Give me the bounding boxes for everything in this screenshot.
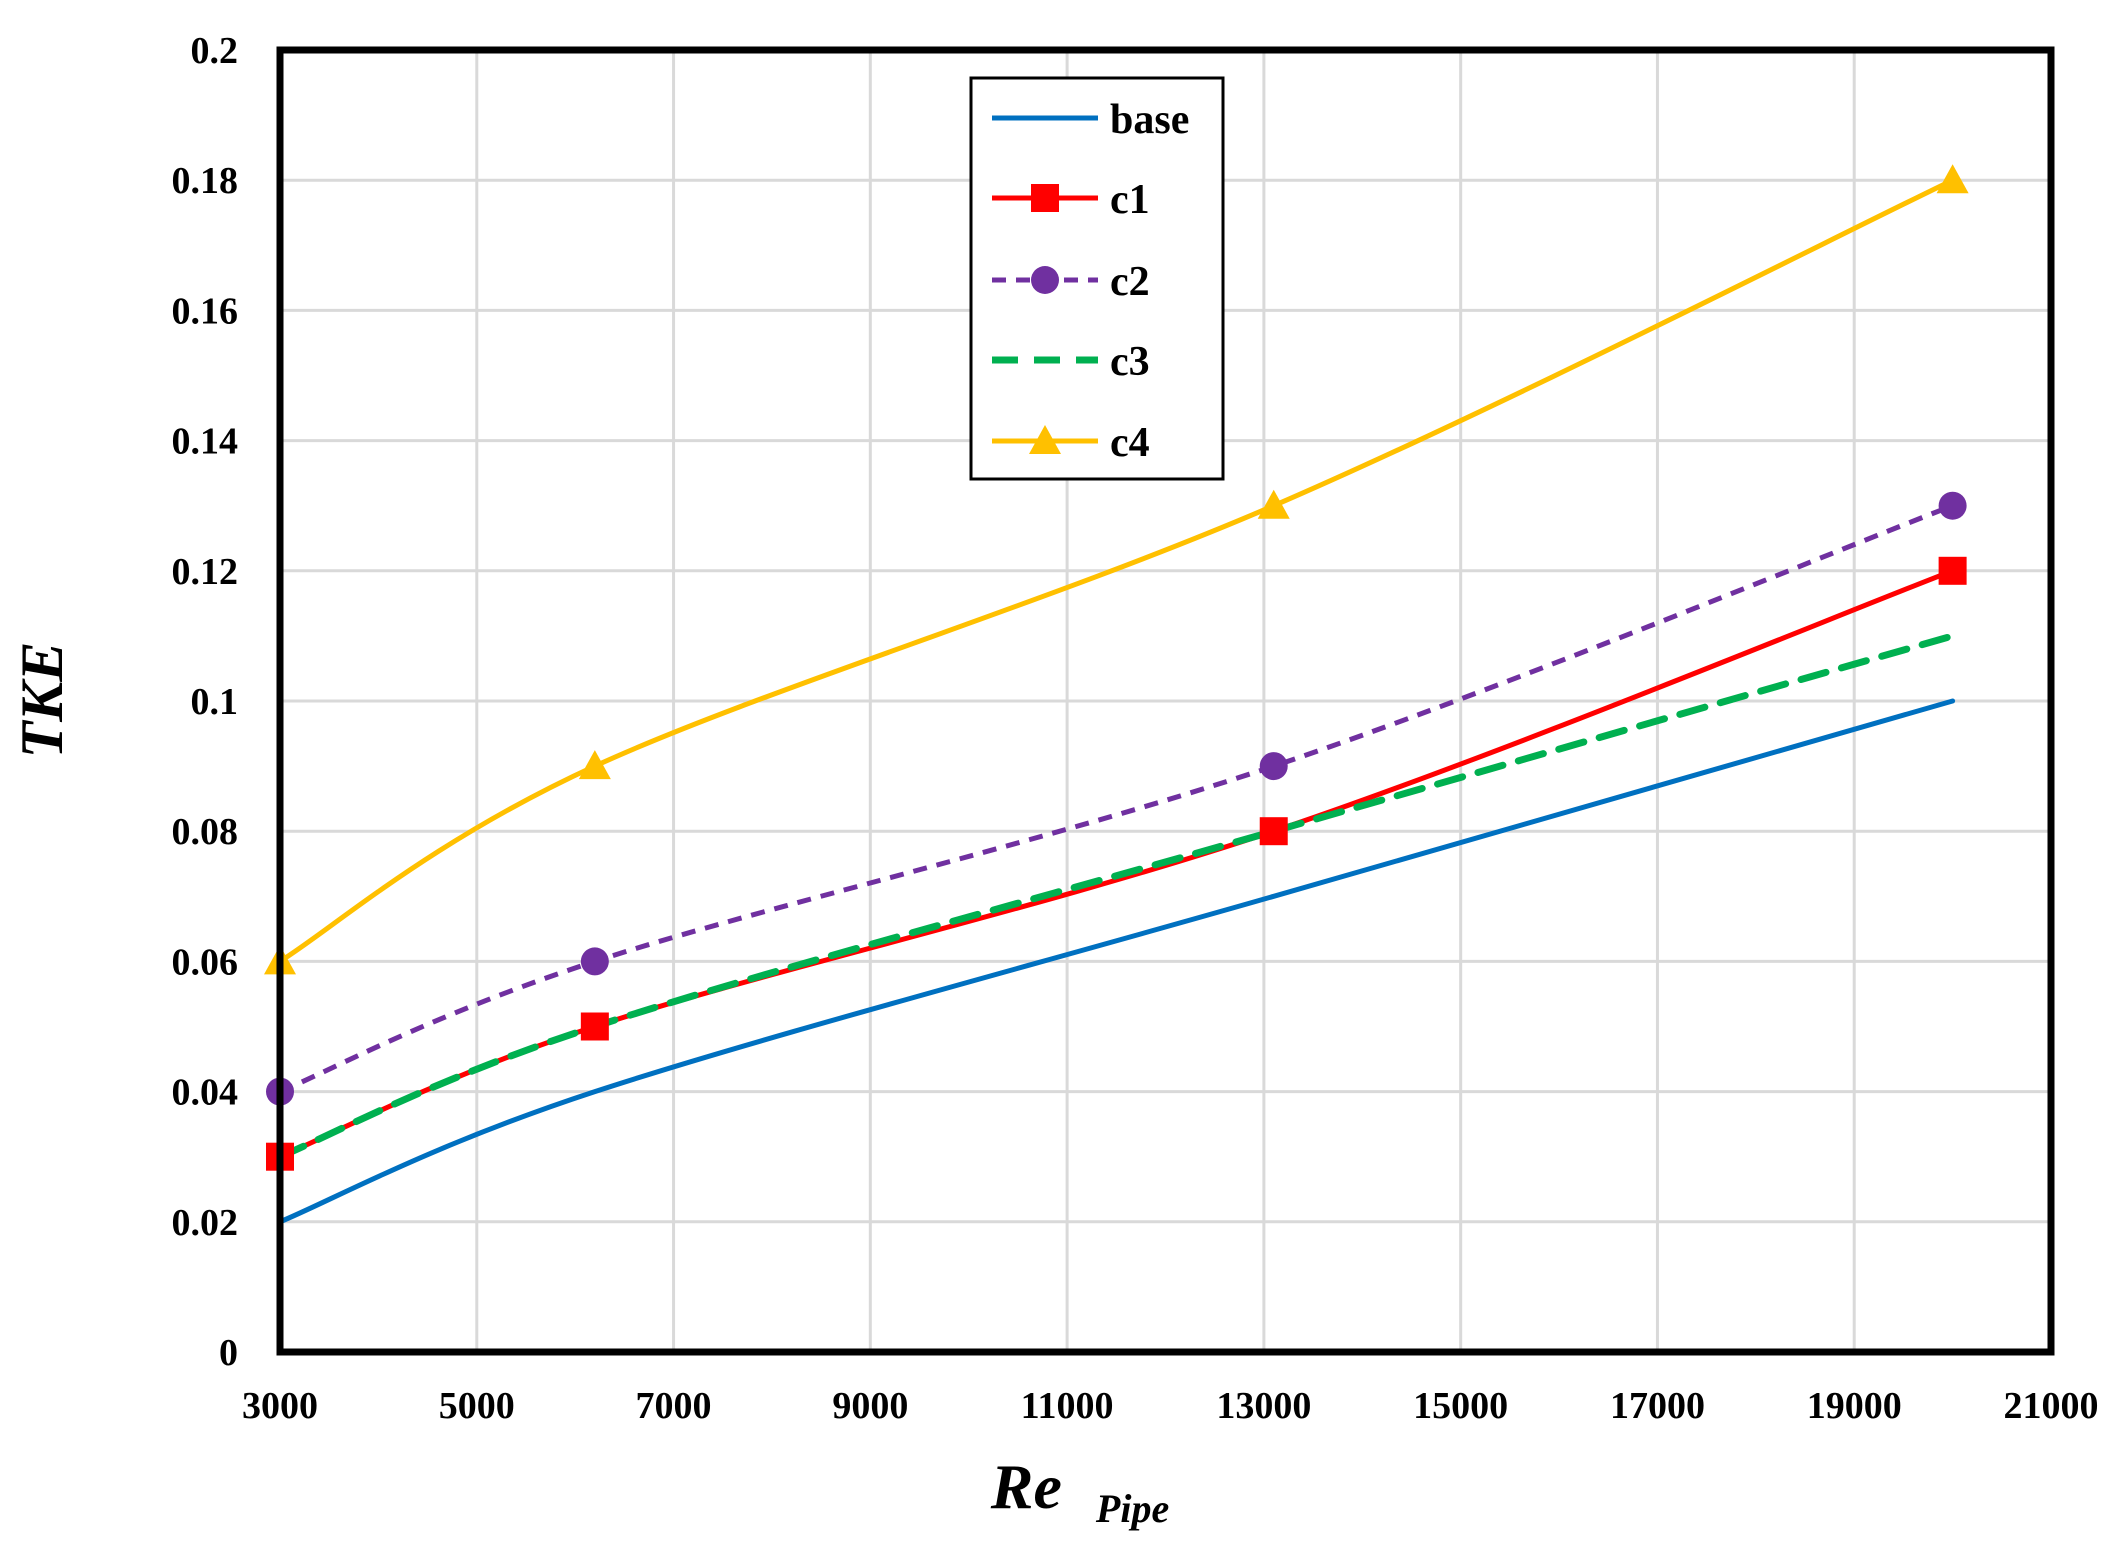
y-tick-label: 0.16 xyxy=(172,290,239,332)
y-tick-label: 0.04 xyxy=(172,1072,239,1114)
x-tick-label: 9000 xyxy=(832,1385,908,1427)
y-axis-title: TKE xyxy=(9,642,75,759)
x-tick-labels: 3000 5000 7000 9000 11000 13000 15000 17000 1900… xyxy=(242,1385,2099,1427)
y-tick-label: 0.14 xyxy=(172,421,239,463)
legend-label-base: base xyxy=(1110,97,1189,143)
series-line-c3 xyxy=(276,632,1957,1161)
legend-marker-c2 xyxy=(1031,266,1059,294)
x-tick-label: 13000 xyxy=(1216,1385,1311,1427)
y-tick-label: 0.12 xyxy=(172,551,239,593)
data-point-c2 xyxy=(1938,491,1967,520)
series-line-c1 xyxy=(277,568,1956,1160)
x-tick-label: 17000 xyxy=(1610,1385,1705,1427)
y-tick-label: 0.18 xyxy=(172,160,239,202)
y-tick-labels: 0 0.02 0.04 0.06 0.08 0.1 0.12 0.14 0.16 0.18 0.2 xyxy=(172,30,239,1374)
x-tick-label: 7000 xyxy=(636,1385,712,1427)
series-line-c2 xyxy=(279,503,1954,1094)
data-point-c2 xyxy=(1259,752,1288,781)
y-tick-label: 0.2 xyxy=(191,30,239,72)
x-axis-title: Re Pipe xyxy=(990,1451,1169,1531)
x-tick-label: 19000 xyxy=(1807,1385,1902,1427)
data-point-c4 xyxy=(578,750,611,780)
legend-marker-c4 xyxy=(1029,425,1061,454)
y-tick-label: 0.1 xyxy=(191,681,239,723)
data-point-c4 xyxy=(1257,489,1290,519)
data-point-c1 xyxy=(1259,817,1288,846)
x-axis-title-subscript: Pipe xyxy=(1095,1486,1169,1531)
y-tick-label: 0 xyxy=(219,1332,238,1374)
legend-marker-c1 xyxy=(1031,184,1059,212)
x-tick-label: 21000 xyxy=(2004,1385,2099,1427)
x-tick-label: 3000 xyxy=(242,1385,318,1427)
marker-layer xyxy=(264,164,1969,1171)
y-tick-label: 0.08 xyxy=(172,811,239,853)
legend-label-c4: c4 xyxy=(1110,420,1150,466)
x-tick-label: 5000 xyxy=(439,1385,515,1427)
legend-label-c1: c1 xyxy=(1110,177,1150,223)
legend-label-c2: c2 xyxy=(1110,259,1150,305)
data-point-c4 xyxy=(1936,164,1969,194)
plot-frame xyxy=(276,46,2055,1356)
x-tick-label: 11000 xyxy=(1021,1385,1114,1427)
y-tick-label: 0.02 xyxy=(172,1202,239,1244)
y-tick-label: 0.06 xyxy=(172,941,239,983)
x-tick-label: 15000 xyxy=(1413,1385,1508,1427)
series-line-c4 xyxy=(277,177,1956,964)
series-layer xyxy=(276,177,1957,1225)
data-point-c1 xyxy=(580,1012,609,1041)
series-line-base xyxy=(277,698,1956,1225)
legend-label-c3: c3 xyxy=(1110,339,1150,385)
data-point-c2 xyxy=(580,947,609,976)
legend: base c1 c2 c3 c4 xyxy=(969,76,1225,481)
x-axis-title-main: Re xyxy=(990,1451,1062,1522)
data-point-c1 xyxy=(1938,556,1967,585)
